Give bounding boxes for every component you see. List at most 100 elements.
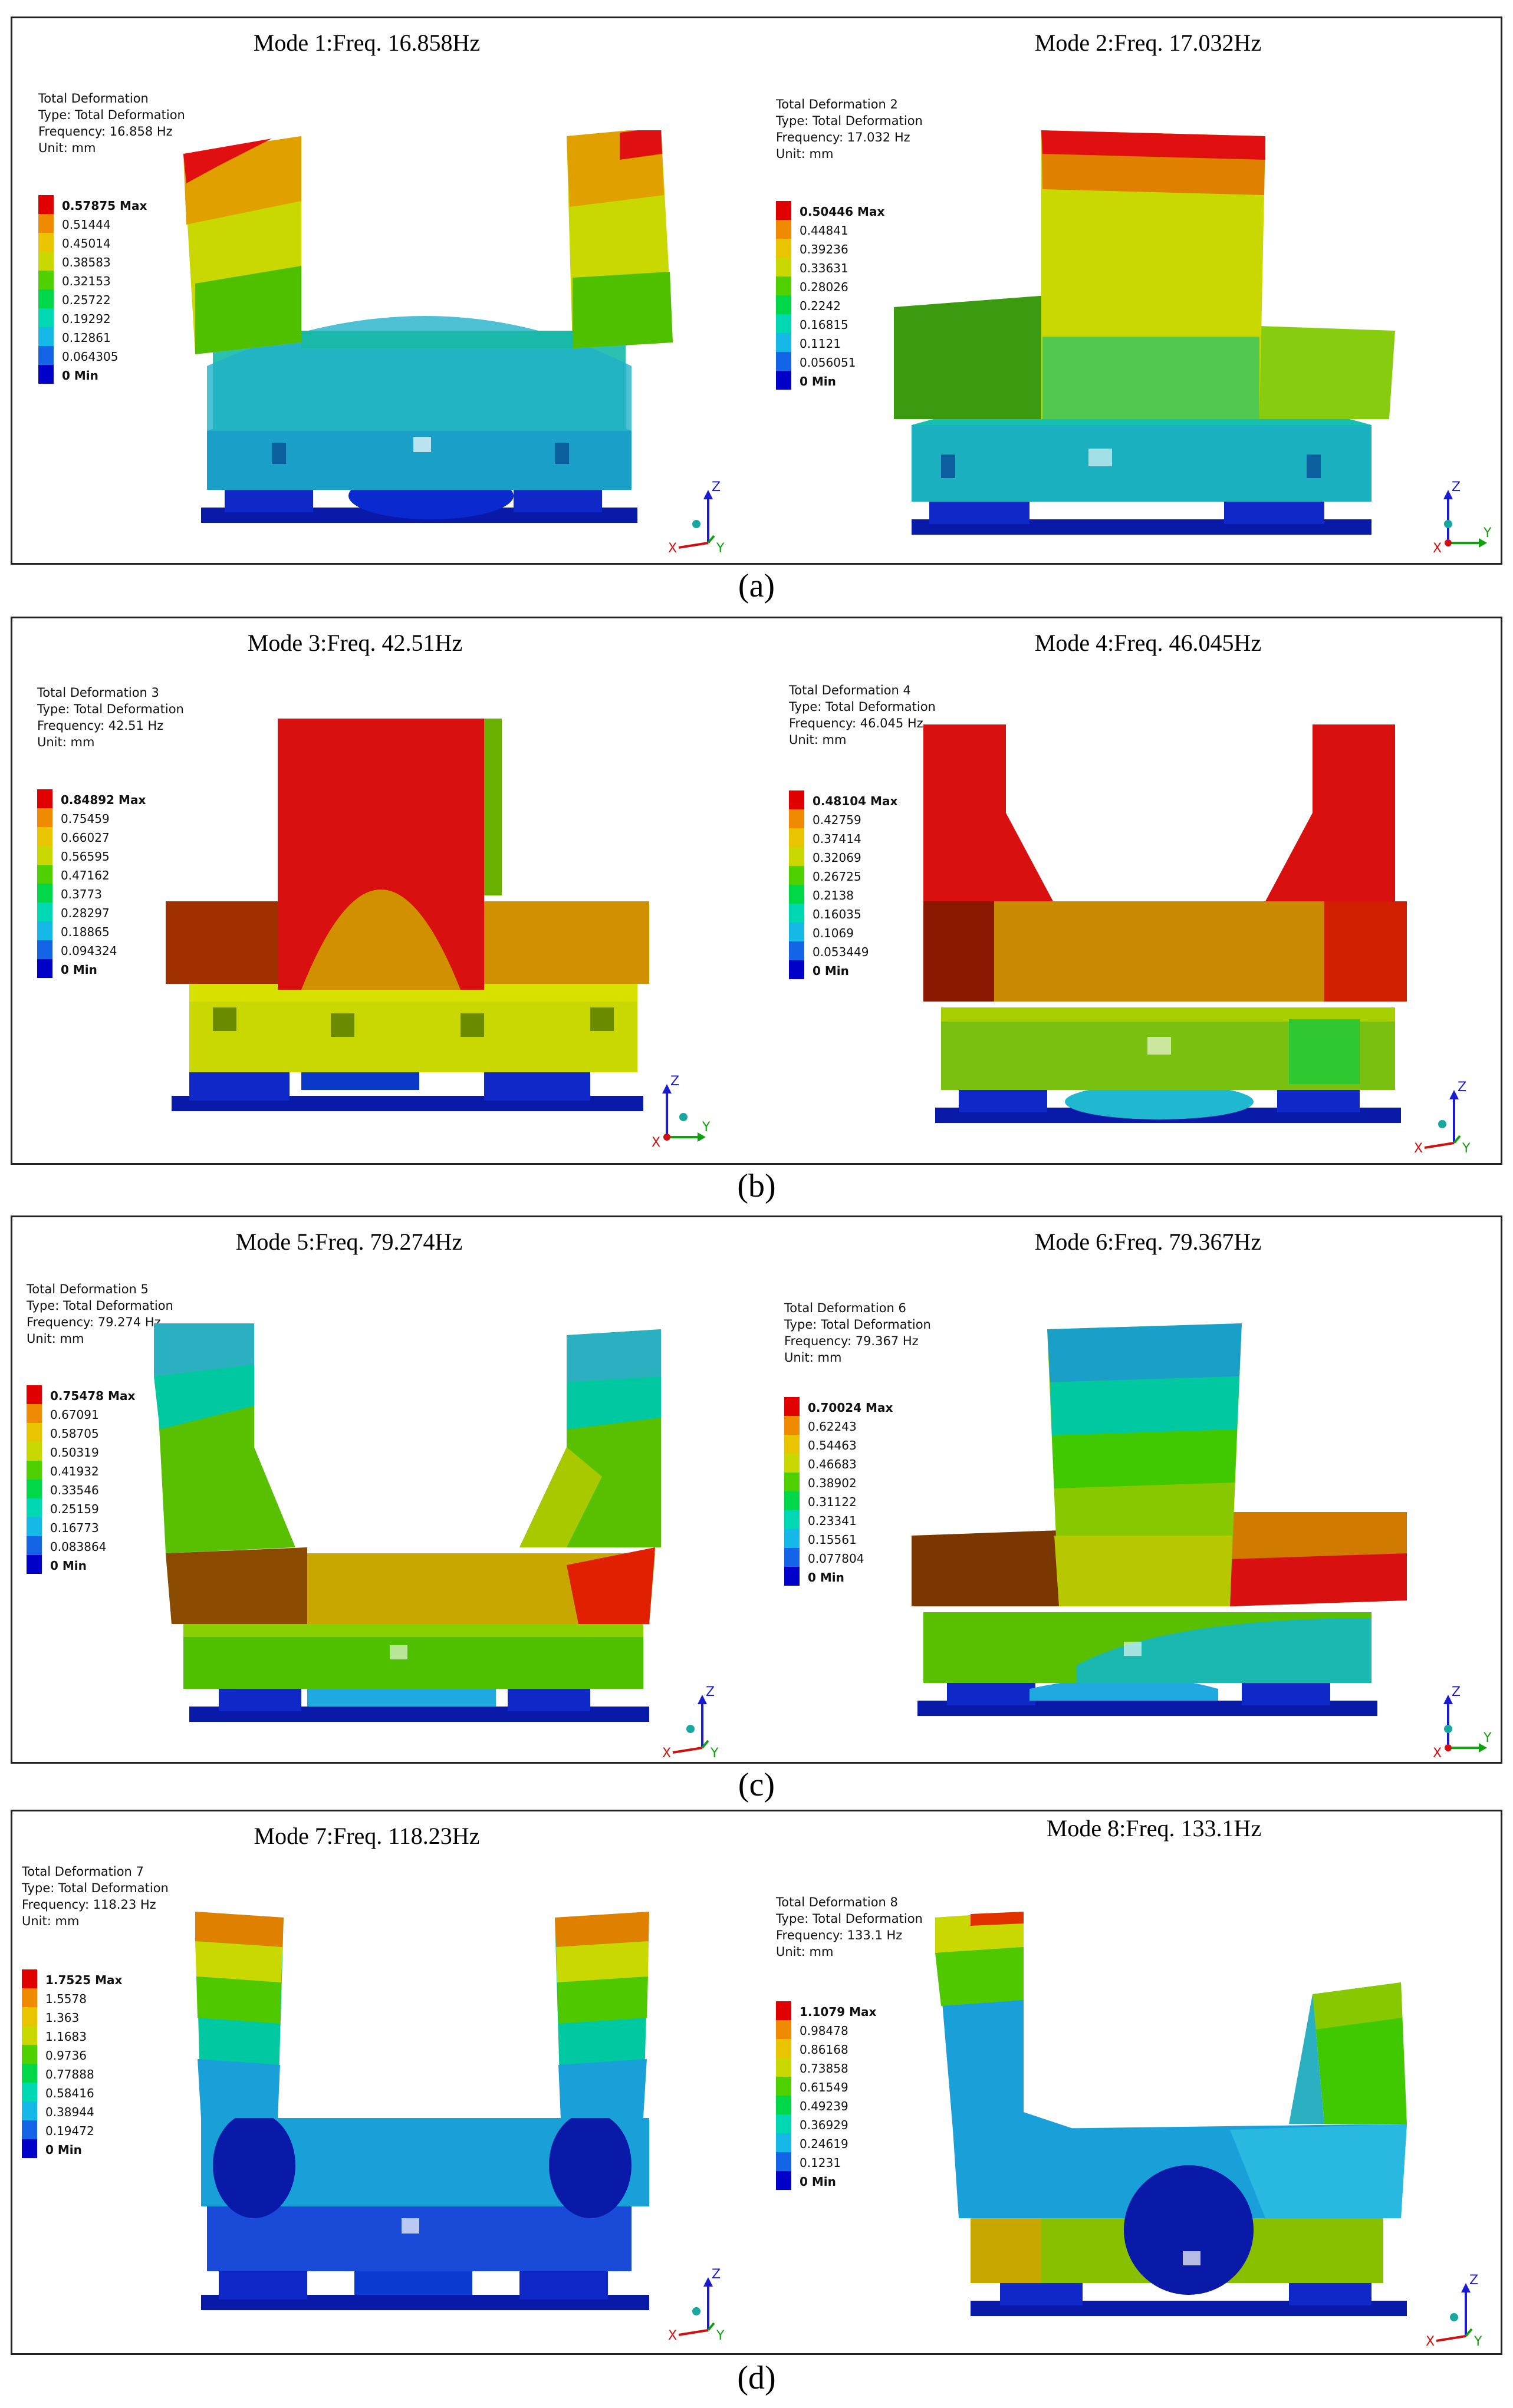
y-axis-label: Y: [1473, 2334, 1482, 2348]
legend-swatch: [27, 1442, 42, 1461]
x-axis-label: X: [668, 2328, 677, 2342]
legend-swatch: [22, 2101, 37, 2120]
y-axis-label: Y: [702, 1120, 711, 1135]
result-type: Type: Total Deformation: [776, 1912, 923, 1926]
axis-triad: Z X Y: [662, 1685, 719, 1760]
legend-value: 0.56595: [61, 849, 110, 864]
legend-swatch: [38, 308, 54, 327]
legend-value: 1.7525 Max: [45, 1973, 123, 1987]
result-info: Total Deformation 8 Type: Total Deformat…: [776, 1894, 923, 1960]
legend-value: 0.45014: [62, 236, 111, 251]
legend-swatch: [776, 371, 791, 390]
legend-swatch: [27, 1498, 42, 1517]
legend-value: 0.58416: [45, 2086, 94, 2100]
legend-value: 0.50446 Max: [800, 205, 885, 219]
legend-value: 0.39236: [800, 242, 848, 256]
legend-swatch: [776, 2020, 791, 2039]
result-name: Total Deformation 8: [776, 1895, 898, 1909]
axis-triad: Z X Y: [668, 480, 725, 555]
legend-swatch: [776, 2114, 791, 2133]
deformed-model-3: [166, 719, 649, 1111]
legend-value: 0.1069: [813, 926, 854, 940]
z-axis-label: Z: [1452, 1685, 1461, 1699]
legend-value: 1.1079 Max: [800, 2005, 877, 2019]
legend-swatch: [784, 1491, 800, 1510]
legend-value: 0.49239: [800, 2099, 848, 2113]
result-info: Total Deformation 3 Type: Total Deformat…: [37, 684, 184, 750]
legend-swatch: [789, 941, 804, 960]
result-type: Type: Total Deformation: [38, 108, 185, 122]
legend-value: 0.064305: [62, 350, 119, 364]
legend-swatch: [27, 1517, 42, 1536]
result-unit: Unit: mm: [784, 1350, 842, 1365]
legend-swatch: [789, 885, 804, 904]
x-axis-label: X: [1433, 541, 1442, 555]
legend-swatch: [776, 352, 791, 371]
legend-swatch: [784, 1454, 800, 1473]
legend-value: 0.98478: [800, 2024, 848, 2038]
legend-swatch: [38, 346, 54, 365]
legend-value: 0.23341: [808, 1514, 857, 1528]
y-axis-label: Y: [716, 2328, 725, 2342]
x-axis-label: X: [1426, 2334, 1435, 2348]
axis-triad: Z X Y: [1414, 1080, 1471, 1155]
figure-group-b: Mode 3:Freq. 42.51Hz Total Deformation 3…: [11, 617, 1502, 1165]
result-frequency: Frequency: 16.858 Hz: [38, 124, 173, 139]
y-axis-label: Y: [1483, 1731, 1492, 1745]
legend-value: 0.41932: [50, 1464, 99, 1478]
legend-value: 0.32069: [813, 851, 861, 865]
legend-swatch: [27, 1385, 42, 1404]
legend-swatch: [22, 2083, 37, 2101]
axis-triad: Z X Y: [652, 1074, 711, 1149]
legend-swatch: [789, 866, 804, 885]
result-info: Total Deformation Type: Total Deformatio…: [38, 90, 185, 156]
deformed-model-1: [183, 130, 673, 523]
caption-d: (d): [737, 2360, 776, 2396]
legend-value: 0 Min: [61, 963, 97, 977]
legend-swatch: [22, 2064, 37, 2083]
mode-panel-3: Mode 3:Freq. 42.51Hz Total Deformation 3…: [12, 618, 756, 1163]
result-name: Total Deformation 6: [784, 1301, 906, 1315]
result-frequency: Frequency: 118.23 Hz: [22, 1898, 156, 1912]
result-frequency: Frequency: 133.1 Hz: [776, 1928, 903, 1942]
legend-value: 0.12861: [62, 331, 111, 345]
result-info: Total Deformation 7 Type: Total Deformat…: [22, 1863, 169, 1929]
z-axis-label: Z: [712, 2267, 721, 2282]
legend-value: 0.33631: [800, 261, 848, 275]
legend-swatch: [784, 1473, 800, 1491]
result-info: Total Deformation 5 Type: Total Deformat…: [27, 1281, 173, 1347]
legend-value: 0.62243: [808, 1419, 857, 1434]
caption-c: (c): [738, 1767, 775, 1803]
legend-swatch: [22, 2045, 37, 2064]
legend-value: 0.083864: [50, 1540, 107, 1554]
x-axis-label: X: [668, 541, 677, 555]
legend-value: 0.44841: [800, 223, 848, 238]
legend-swatch: [38, 365, 54, 384]
legend-value: 0.38583: [62, 255, 111, 269]
legend-value: 0.3773: [61, 887, 102, 901]
legend-value: 0.094324: [61, 944, 117, 958]
legend-value: 0.37414: [813, 832, 861, 846]
legend-swatch: [776, 239, 791, 258]
legend-value: 0.9736: [45, 2048, 87, 2063]
axis-triad: Z X Y: [668, 2267, 725, 2342]
legend-value: 0.24619: [800, 2137, 848, 2151]
legend-value: 1.363: [45, 2011, 80, 2025]
result-type: Type: Total Deformation: [22, 1881, 169, 1895]
legend-value: 1.1683: [45, 2030, 87, 2044]
mode-title: Mode 1:Freq. 16.858Hz: [253, 29, 481, 56]
axis-triad: Z X Y: [1426, 2273, 1482, 2348]
result-name: Total Deformation 5: [27, 1282, 149, 1296]
legend-value: 0.67091: [50, 1408, 99, 1422]
legend-value: 0.28297: [61, 906, 110, 920]
result-name: Total Deformation 7: [22, 1865, 144, 1879]
legend-swatch: [37, 959, 52, 978]
result-name: Total Deformation: [38, 91, 149, 106]
legend-swatch: [27, 1536, 42, 1555]
mode-panel-5: Mode 5:Freq. 79.274Hz Total Deformation …: [12, 1217, 756, 1762]
legend-swatch: [38, 214, 54, 233]
legend-swatch: [22, 2007, 37, 2026]
legend-swatch: [27, 1555, 42, 1574]
mode-title: Mode 2:Freq. 17.032Hz: [1034, 29, 1262, 56]
legend-value: 0.57875 Max: [62, 199, 147, 213]
